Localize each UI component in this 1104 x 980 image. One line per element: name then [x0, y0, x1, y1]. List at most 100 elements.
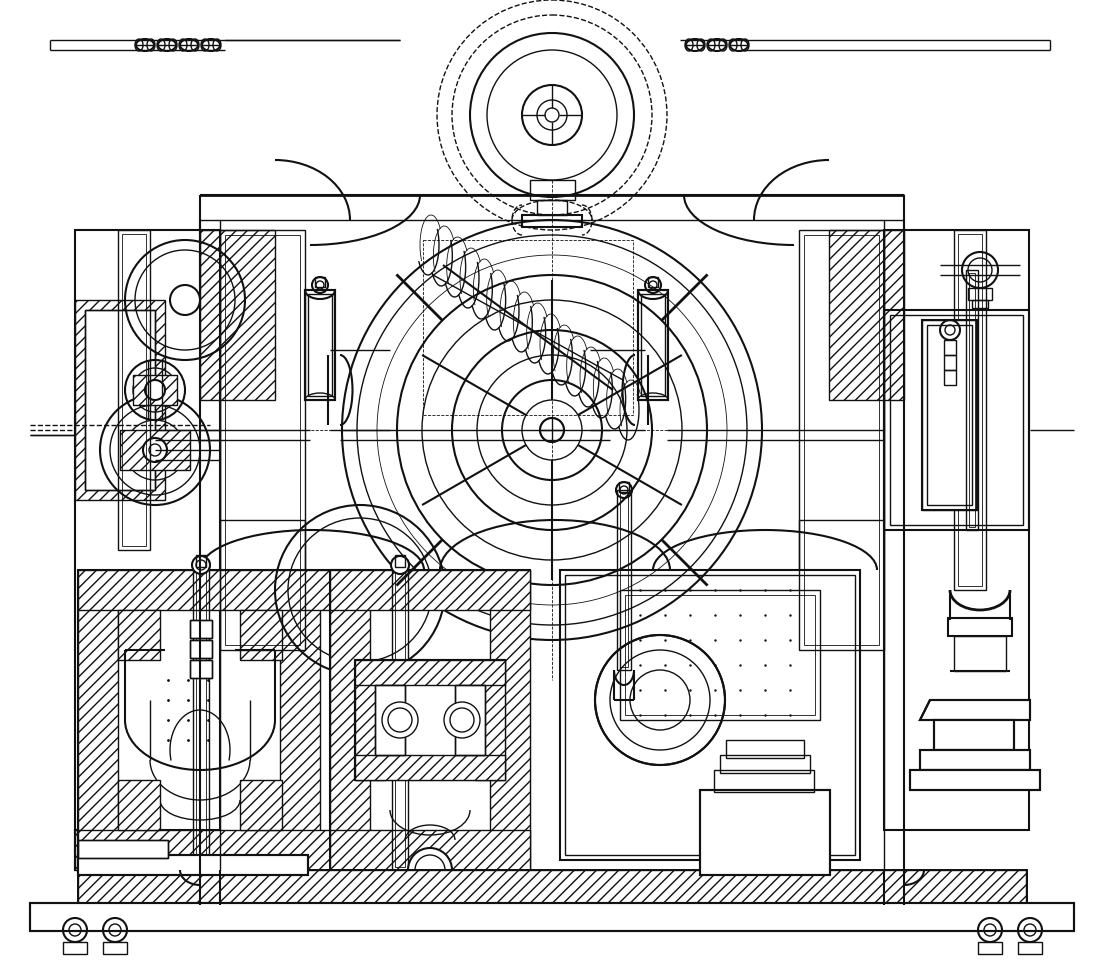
Bar — [829, 230, 904, 400]
Bar — [360, 665, 500, 775]
Bar — [922, 320, 977, 510]
Bar — [330, 830, 530, 870]
Circle shape — [192, 556, 210, 574]
Bar — [63, 942, 87, 954]
Bar — [620, 493, 628, 667]
Bar — [490, 570, 530, 870]
Bar — [78, 855, 308, 875]
Bar — [927, 325, 972, 505]
Bar — [890, 315, 1023, 525]
Bar — [78, 855, 308, 875]
Bar — [968, 288, 992, 300]
Bar — [305, 290, 335, 400]
Bar — [954, 636, 1006, 671]
Circle shape — [540, 418, 564, 442]
Bar — [355, 755, 505, 780]
Bar — [78, 870, 1026, 905]
Bar — [78, 870, 1026, 905]
Bar — [829, 230, 904, 400]
Bar — [475, 660, 505, 780]
Bar — [190, 640, 212, 658]
Bar — [85, 310, 155, 490]
Polygon shape — [75, 830, 145, 870]
Bar — [884, 310, 1029, 530]
Bar — [30, 903, 1074, 931]
Bar — [948, 618, 1012, 636]
Polygon shape — [920, 700, 1030, 720]
Bar — [884, 230, 1029, 830]
Bar — [355, 660, 505, 685]
Bar — [75, 300, 164, 500]
Polygon shape — [132, 375, 177, 405]
Bar — [392, 560, 408, 870]
Bar — [75, 300, 164, 500]
Bar — [200, 230, 275, 400]
Bar — [455, 685, 485, 755]
Polygon shape — [120, 430, 190, 470]
Polygon shape — [240, 610, 282, 660]
Bar — [423, 240, 633, 415]
Circle shape — [170, 285, 200, 315]
Bar — [197, 555, 206, 567]
Bar — [225, 235, 300, 645]
Bar — [78, 570, 118, 870]
Bar — [934, 720, 1013, 750]
Bar — [78, 840, 168, 858]
Bar — [714, 770, 814, 792]
Bar — [78, 870, 1026, 905]
Bar — [700, 790, 830, 875]
Bar — [978, 942, 1002, 954]
Bar — [355, 660, 505, 780]
Bar — [565, 575, 854, 855]
Circle shape — [595, 635, 725, 765]
Bar — [220, 230, 305, 650]
Bar — [910, 770, 1040, 790]
Bar — [75, 230, 220, 830]
Bar — [190, 640, 212, 658]
Bar — [395, 555, 405, 567]
Bar — [190, 660, 212, 678]
Bar — [197, 563, 206, 867]
Bar — [190, 660, 212, 678]
Bar — [330, 830, 530, 870]
Bar — [641, 294, 665, 396]
Bar — [920, 750, 1030, 770]
Bar — [620, 590, 820, 720]
Bar — [944, 355, 956, 370]
Bar — [280, 570, 320, 870]
Bar — [522, 215, 582, 227]
Bar — [103, 942, 127, 954]
Bar — [969, 273, 975, 527]
Bar — [355, 660, 385, 780]
Bar — [617, 490, 631, 670]
Bar — [530, 180, 575, 200]
Bar — [560, 570, 860, 860]
Bar — [78, 870, 1026, 905]
Circle shape — [408, 848, 452, 892]
Bar — [619, 482, 629, 492]
Circle shape — [382, 702, 418, 738]
Bar — [330, 570, 530, 610]
Bar — [1018, 942, 1042, 954]
Polygon shape — [75, 830, 145, 870]
Bar — [720, 755, 810, 773]
Bar — [355, 660, 385, 780]
Bar — [193, 560, 209, 870]
Bar — [200, 230, 275, 400]
Bar — [954, 230, 986, 590]
Bar — [190, 620, 212, 638]
Bar — [972, 300, 988, 308]
Bar — [638, 290, 668, 400]
Bar — [490, 570, 530, 870]
Bar — [78, 840, 168, 858]
Polygon shape — [240, 780, 282, 830]
Bar — [625, 595, 815, 715]
Bar — [315, 277, 325, 287]
Bar — [395, 563, 405, 867]
Bar — [78, 570, 358, 610]
Bar — [190, 620, 212, 638]
Bar — [30, 903, 1074, 931]
Bar — [700, 790, 830, 875]
Circle shape — [444, 702, 480, 738]
Bar — [308, 294, 332, 396]
